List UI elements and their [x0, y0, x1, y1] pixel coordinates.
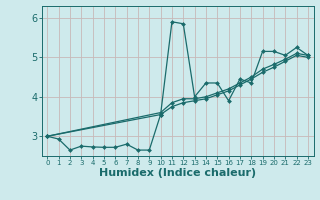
X-axis label: Humidex (Indice chaleur): Humidex (Indice chaleur)	[99, 168, 256, 178]
